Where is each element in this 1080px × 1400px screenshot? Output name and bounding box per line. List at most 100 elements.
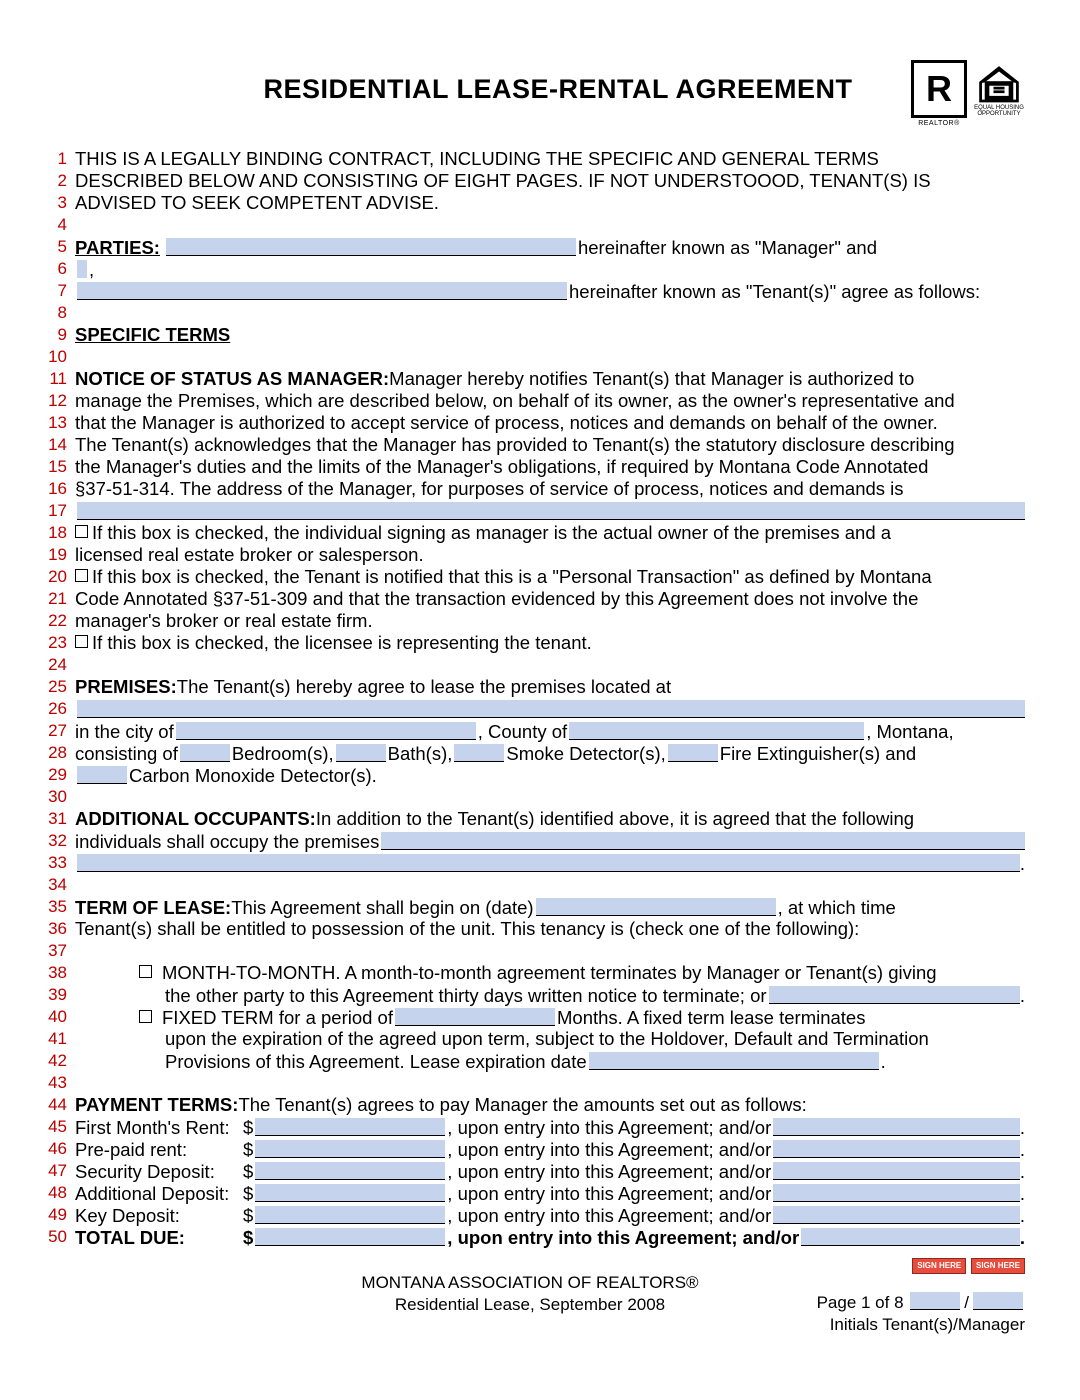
line-number: 29 [35, 764, 67, 786]
checkbox-month-to-month[interactable] [139, 965, 152, 978]
line-number: 7 [35, 280, 67, 302]
first-month-amount-blank[interactable] [255, 1118, 445, 1136]
baths-blank[interactable] [336, 744, 386, 762]
logo-group: R REALTOR® EQUAL HOUSINGOPPORTUNITY [911, 60, 1025, 118]
payment-row: Security Deposit:$ , upon entry into thi… [75, 1160, 1025, 1182]
parties-label: PARTIES: [75, 237, 160, 258]
tenant-blank[interactable] [77, 282, 567, 300]
months-blank[interactable] [395, 1008, 555, 1026]
additional-or-blank[interactable] [773, 1184, 1020, 1202]
line-number: 13 [35, 412, 67, 434]
line-number: 25 [35, 676, 67, 698]
line-number: 21 [35, 588, 67, 610]
equal-housing-logo: EQUAL HOUSINGOPPORTUNITY [973, 66, 1025, 118]
payment-row: Pre-paid rent:$ , upon entry into this A… [75, 1138, 1025, 1160]
line-number: 10 [35, 346, 67, 368]
prepaid-or-blank[interactable] [773, 1140, 1020, 1158]
line-number: 47 [35, 1160, 67, 1182]
line-number: 35 [35, 896, 67, 918]
city-blank[interactable] [176, 722, 476, 740]
checkbox-personal-transaction[interactable] [75, 569, 88, 582]
fire-extinguishers-blank[interactable] [668, 744, 718, 762]
line-number: 20 [35, 566, 67, 588]
line-number: 4 [35, 214, 67, 236]
house-icon [975, 66, 1023, 103]
line-number: 49 [35, 1204, 67, 1226]
initials-tenant-blank[interactable] [910, 1292, 960, 1310]
line-content: THIS IS A LEGALLY BINDING CONTRACT, INCL… [75, 148, 1025, 170]
line-number: 23 [35, 632, 67, 654]
term-label: TERM OF LEASE: [75, 897, 231, 918]
line-number: 3 [35, 192, 67, 214]
occupants-blank-1[interactable] [381, 832, 1025, 850]
manager-address-blank[interactable] [77, 502, 1025, 520]
header: RESIDENTIAL LEASE-RENTAL AGREEMENT R REA… [35, 60, 1025, 118]
line-number: 24 [35, 654, 67, 676]
line-number: 16 [35, 478, 67, 500]
additional-amount-blank[interactable] [255, 1184, 445, 1202]
line-number: 37 [35, 940, 67, 962]
key-amount-blank[interactable] [255, 1206, 445, 1224]
expiration-date-blank[interactable] [589, 1052, 879, 1070]
checkbox-fixed-term[interactable] [139, 1010, 152, 1023]
notice-label: NOTICE OF STATUS AS MANAGER: [75, 368, 389, 390]
line-number: 42 [35, 1050, 67, 1072]
sign-here-badge[interactable]: SIGN HERE [912, 1258, 966, 1274]
security-amount-blank[interactable] [255, 1162, 445, 1180]
smoke-detectors-blank[interactable] [454, 744, 504, 762]
total-amount-blank[interactable] [255, 1228, 445, 1246]
line-number: 2 [35, 170, 67, 192]
line-number: 1 [35, 148, 67, 170]
first-month-or-blank[interactable] [773, 1118, 1020, 1136]
line-number: 18 [35, 522, 67, 544]
payment-row-total: TOTAL DUE:$ , upon entry into this Agree… [75, 1226, 1025, 1248]
sign-here-badge[interactable]: SIGN HERE [971, 1258, 1025, 1274]
occupants-blank-2[interactable] [77, 854, 1020, 872]
line-number: 22 [35, 610, 67, 632]
line-number: 33 [35, 852, 67, 874]
county-blank[interactable] [569, 722, 864, 740]
line-number: 6 [35, 258, 67, 280]
line-number: 5 [35, 236, 67, 258]
occupants-label: ADDITIONAL OCCUPANTS: [75, 808, 316, 830]
premises-address-blank[interactable] [77, 700, 1025, 718]
footer-initials-label: Initials Tenant(s)/Manager [817, 1314, 1025, 1336]
line-number: 38 [35, 962, 67, 984]
line-number: 50 [35, 1226, 67, 1248]
line-number: 44 [35, 1094, 67, 1116]
start-date-blank[interactable] [536, 898, 776, 916]
specific-terms-heading: SPECIFIC TERMS [75, 324, 230, 346]
line-number: 41 [35, 1028, 67, 1050]
initials-manager-blank[interactable] [973, 1292, 1023, 1310]
payment-row: Key Deposit:$ , upon entry into this Agr… [75, 1204, 1025, 1226]
line-number: 11 [35, 368, 67, 390]
line-number: 36 [35, 918, 67, 940]
line-number: 31 [35, 808, 67, 830]
realtor-logo: R REALTOR® [911, 60, 967, 118]
line-number: 34 [35, 874, 67, 896]
line-number: 19 [35, 544, 67, 566]
payment-row: First Month's Rent:$ , upon entry into t… [75, 1116, 1025, 1138]
line-number: 28 [35, 742, 67, 764]
m2m-or-blank[interactable] [769, 986, 1020, 1004]
line-number: 8 [35, 302, 67, 324]
line-number: 32 [35, 830, 67, 852]
line-number: 46 [35, 1138, 67, 1160]
prepaid-amount-blank[interactable] [255, 1140, 445, 1158]
manager-blank[interactable] [166, 238, 576, 256]
total-or-blank[interactable] [801, 1228, 1020, 1246]
line-number: 39 [35, 984, 67, 1006]
footer: MONTANA ASSOCIATION OF REALTORS® Residen… [35, 1272, 1025, 1316]
payment-label: PAYMENT TERMS: [75, 1094, 238, 1116]
line-number: 14 [35, 434, 67, 456]
payment-row: Additional Deposit:$ , upon entry into t… [75, 1182, 1025, 1204]
security-or-blank[interactable] [773, 1162, 1020, 1180]
document-body: 1 THIS IS A LEGALLY BINDING CONTRACT, INC… [35, 148, 1025, 1248]
checkbox-licensee-tenant[interactable] [75, 635, 88, 648]
line-number: 15 [35, 456, 67, 478]
bedrooms-blank[interactable] [180, 744, 230, 762]
checkbox-owner[interactable] [75, 525, 88, 538]
line-number: 43 [35, 1072, 67, 1094]
key-or-blank[interactable] [773, 1206, 1020, 1224]
co-detectors-blank[interactable] [77, 766, 127, 784]
